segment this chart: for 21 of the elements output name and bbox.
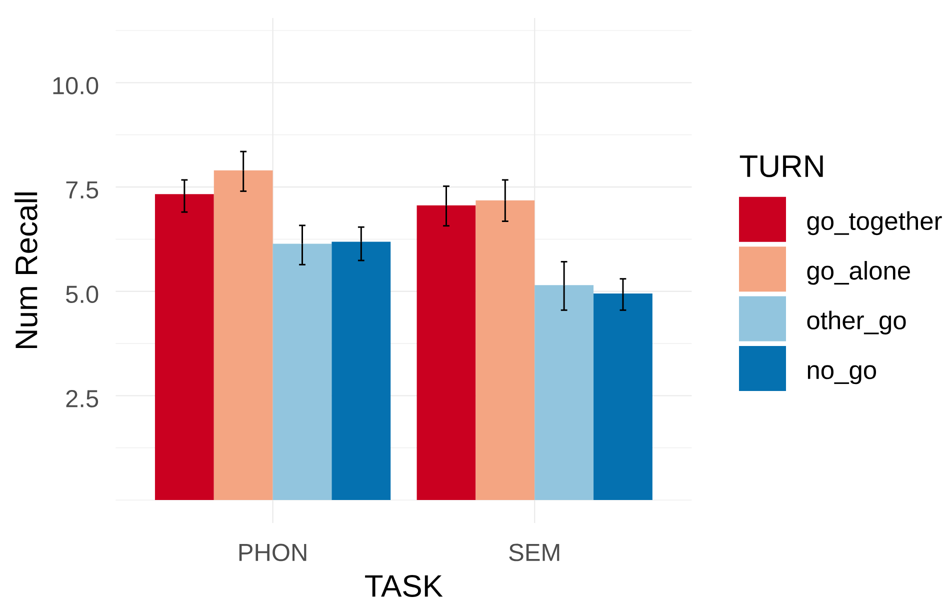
- legend-label: go_together: [807, 211, 942, 236]
- x-axis-title: TASK: [365, 575, 443, 597]
- y-axis-title: Num Recall: [14, 192, 38, 348]
- bar: [214, 170, 273, 500]
- bar: [272, 244, 332, 500]
- legend-label: no_go: [808, 365, 876, 384]
- y-tick-label: 10.0: [53, 77, 98, 94]
- bar: [332, 242, 391, 500]
- bar: [416, 205, 476, 500]
- legend-label: go_alone: [807, 261, 910, 285]
- bar: [154, 194, 214, 500]
- bar: [534, 285, 594, 500]
- y-tick-label: 2.5: [66, 390, 98, 408]
- x-tick-label: SEM: [509, 544, 560, 562]
- x-tick-label: PHON: [239, 544, 306, 562]
- legend-title: TURN: [740, 156, 823, 178]
- y-tick-label: 5.0: [66, 286, 98, 304]
- y-tick-label: 7.5: [66, 181, 98, 199]
- bar: [476, 200, 535, 500]
- bar: [594, 293, 652, 500]
- legend-label: other_go: [807, 310, 906, 334]
